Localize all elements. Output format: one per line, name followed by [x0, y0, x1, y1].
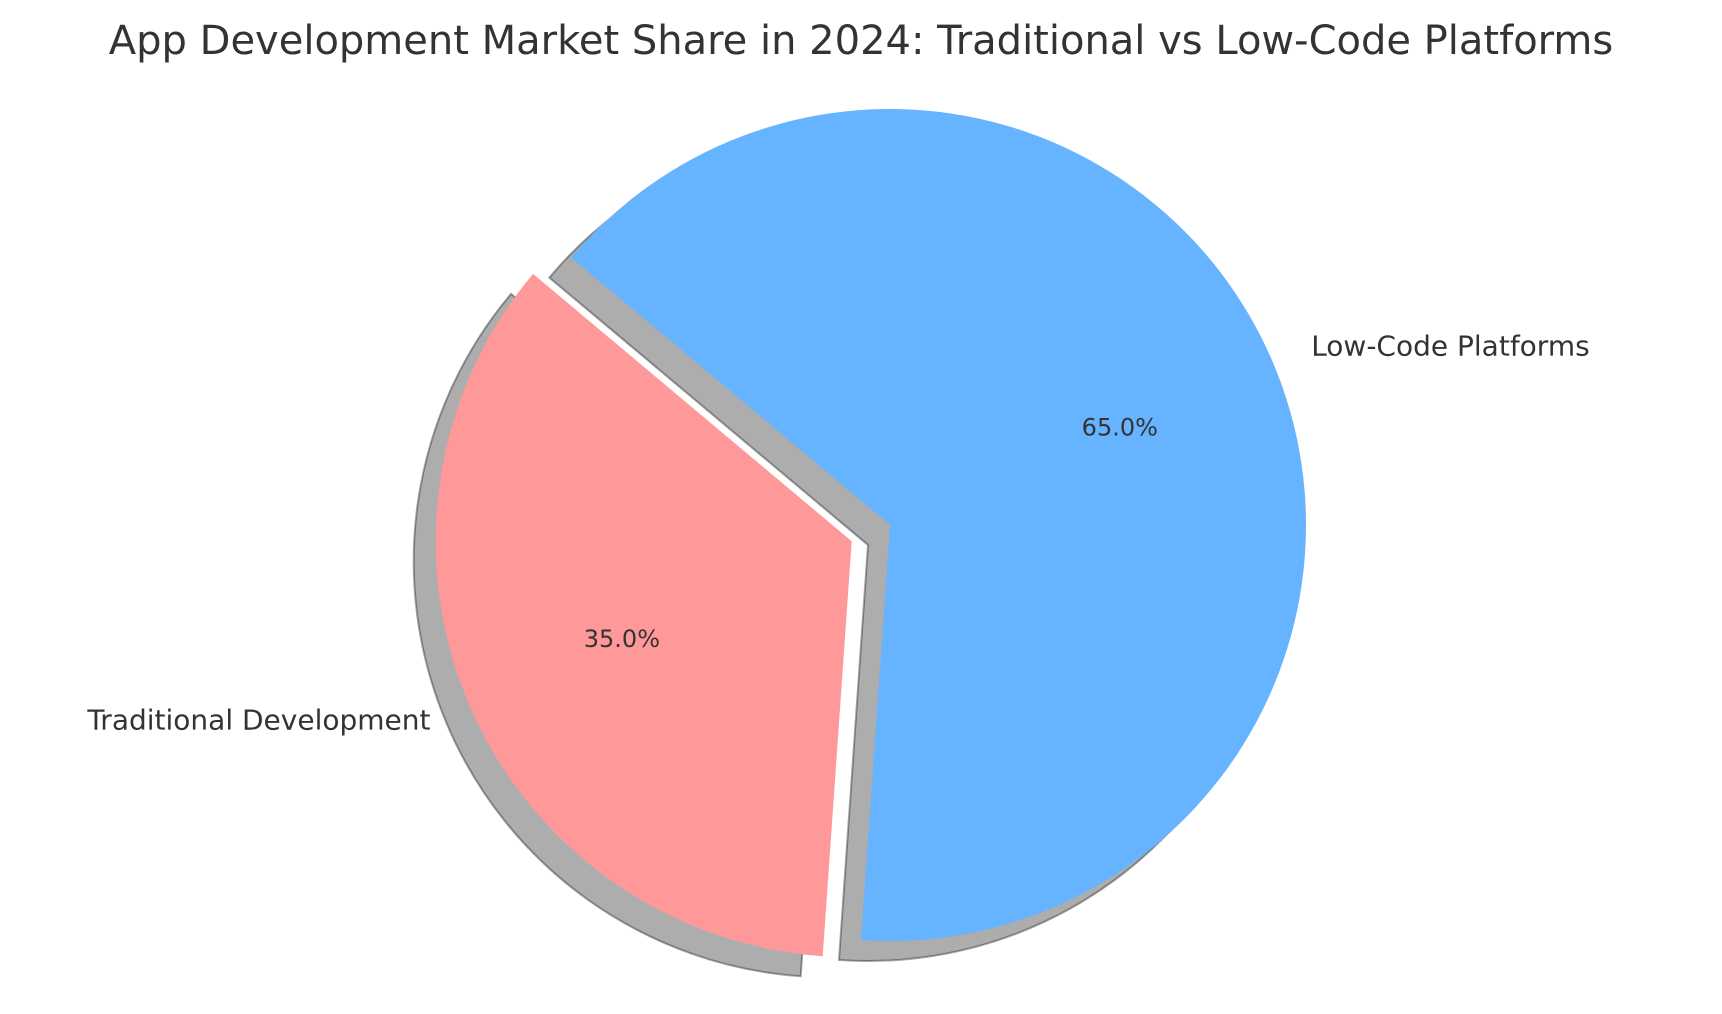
pie-slice-traditional-development [435, 273, 852, 957]
pct-label-traditional-development: 35.0% [584, 625, 660, 653]
pct-label-low-code-platforms: 65.0% [1082, 414, 1158, 442]
pie-slices [435, 109, 1307, 957]
chart-title: App Development Market Share in 2024: Tr… [109, 18, 1613, 64]
slice-label-traditional-development: Traditional Development [86, 704, 430, 737]
pie-labels: Traditional Development 35.0% Low-Code Pla… [86, 330, 1589, 737]
pie-slice-low-code-platforms [571, 109, 1307, 942]
slice-label-low-code-platforms: Low-Code Platforms [1311, 330, 1590, 363]
